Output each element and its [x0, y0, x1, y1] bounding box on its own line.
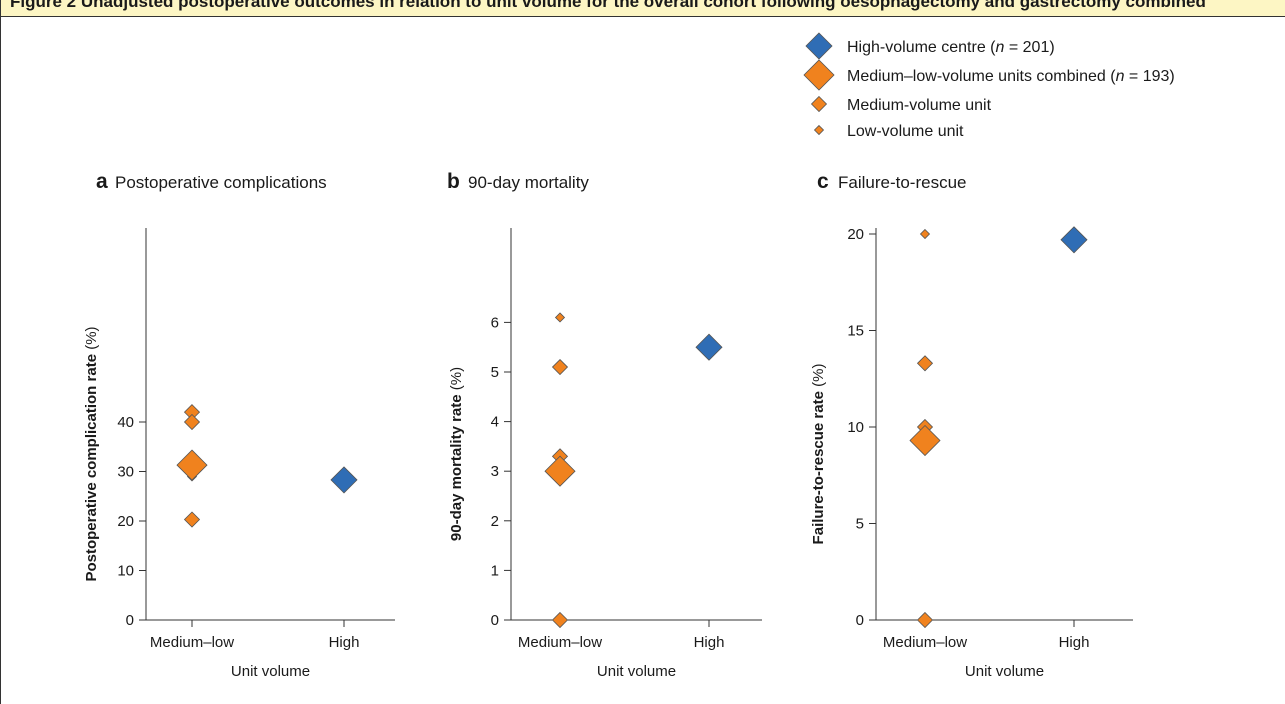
panel-c: c Failure-to-rescue 0 5 10 15 20 Medium–low High… — [810, 170, 1133, 680]
data-point-medium — [916, 355, 934, 372]
legend-label-medium: Medium-volume unit — [847, 97, 992, 114]
data-point-medium — [551, 358, 569, 376]
x-axis-label: Unit volume — [597, 663, 676, 680]
chart-panels: a Postoperative complications010203040Med… — [83, 170, 1133, 680]
data-point-high — [695, 333, 723, 361]
legend-marker-low — [813, 124, 825, 136]
y-axis-label: Postoperative complication rate (%) — [83, 326, 100, 581]
panel-title: Postoperative complications — [115, 173, 327, 192]
y-tick-label: 4 — [491, 414, 499, 431]
x-tick-label: High — [1059, 634, 1090, 651]
y-tick-label: 5 — [491, 364, 499, 381]
x-tick-label: Medium–low — [150, 634, 234, 651]
y-tick-label: 10 — [847, 419, 864, 436]
y-tick-label: 0 — [491, 612, 499, 629]
y-tick-label: 0 — [856, 612, 864, 629]
data-point-high — [1060, 226, 1088, 254]
legend-label-combined: Medium–low-volume units combined (n = 19… — [847, 68, 1175, 85]
y-axis-label: 90-day mortality rate (%) — [448, 367, 465, 541]
y-tick-label: 40 — [117, 414, 134, 431]
y-tick-label: 1 — [491, 562, 499, 579]
figure-caption-banner: Figure 2 Unadjusted postoperative outcom… — [0, 0, 1285, 17]
data-point-high — [330, 466, 358, 494]
panel-letter: b — [447, 170, 460, 193]
data-point-medium — [551, 611, 569, 629]
y-tick-label: 20 — [117, 513, 134, 530]
data-point-combined — [909, 424, 941, 457]
panel-letter: a — [96, 170, 108, 193]
y-tick-label: 10 — [117, 563, 134, 580]
legend-marker-high — [805, 32, 833, 60]
x-tick-label: High — [694, 634, 725, 651]
legend-label-high: High-volume centre (n = 201) — [847, 39, 1055, 56]
legend-marker-medium — [810, 95, 828, 113]
data-point-combined — [176, 449, 208, 481]
y-tick-label: 15 — [847, 323, 864, 340]
y-tick-label: 20 — [847, 226, 864, 243]
y-tick-label: 3 — [491, 463, 499, 480]
x-axis-label: Unit volume — [231, 663, 310, 680]
x-tick-label: Medium–low — [883, 634, 967, 651]
y-tick-label: 30 — [117, 464, 134, 481]
y-axis-label: Failure-to-rescue rate (%) — [810, 364, 827, 545]
data-point-low — [554, 312, 566, 323]
legend-label-low: Low-volume unit — [847, 123, 964, 140]
data-point-medium — [916, 611, 934, 629]
panel-b: b 90-day mortality 0 1 2 3 4 5 6 Medium–low High Un… — [447, 170, 762, 680]
panel-letter: c — [817, 170, 829, 193]
x-axis-label: Unit volume — [965, 663, 1044, 680]
figure-frame-left — [0, 0, 1, 704]
x-tick-label: High — [329, 634, 360, 651]
data-point-combined — [544, 455, 576, 487]
panel-title: Failure-to-rescue — [838, 173, 967, 192]
y-tick-label: 6 — [491, 314, 499, 331]
panel-title: 90-day mortality — [468, 173, 589, 192]
data-point-low — [919, 228, 931, 240]
figure-caption: Figure 2 Unadjusted postoperative outcom… — [10, 0, 1206, 11]
data-point-medium — [183, 413, 201, 431]
y-tick-label: 0 — [126, 612, 134, 629]
panel-a: a Postoperative complications 0 10 20 30 40 Med… — [83, 170, 395, 680]
y-tick-label: 2 — [491, 513, 499, 530]
legend-marker-combined — [803, 59, 835, 91]
x-tick-label: Medium–low — [518, 634, 602, 651]
data-point-medium — [183, 511, 201, 528]
y-tick-label: 5 — [856, 516, 864, 533]
legend: High-volume centre (n = 201) Medium–low-v… — [803, 32, 1175, 140]
